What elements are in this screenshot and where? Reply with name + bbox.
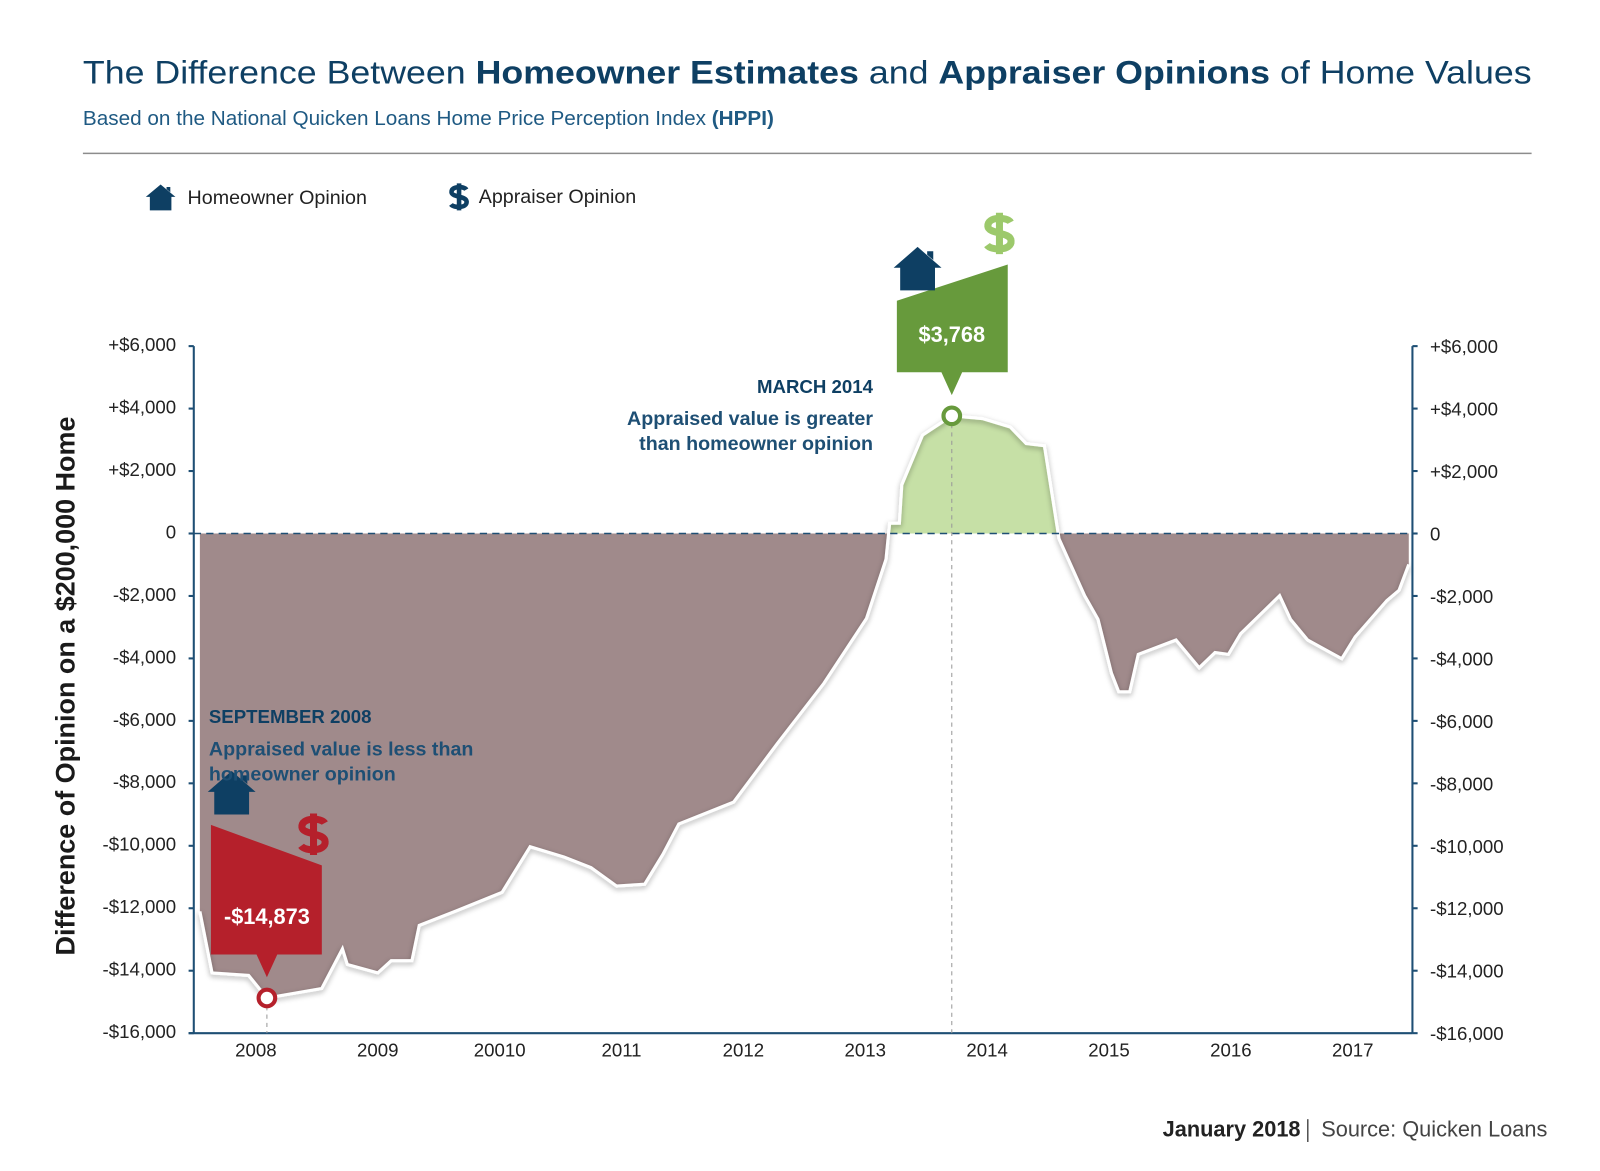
callout-icon xyxy=(893,246,942,291)
line xyxy=(198,414,1411,1000)
legend-icon xyxy=(449,183,469,211)
annotation-date: SEPTEMBER 2008 xyxy=(209,706,372,727)
y-tick-label: 0 xyxy=(166,521,176,542)
callout-icon xyxy=(298,813,329,855)
callout xyxy=(210,824,322,978)
y-tick-label: +$2,000 xyxy=(108,459,176,480)
y-tick-label: +$6,000 xyxy=(108,334,176,355)
y2-tick-label: -$12,000 xyxy=(1430,898,1504,919)
annotation-marker xyxy=(941,405,963,427)
footer-date: January 2018 xyxy=(1163,1116,1301,1141)
y-axis-label: Difference of Opinion on a $200,000 Home xyxy=(50,417,80,956)
y-tick-label: -$10,000 xyxy=(103,834,177,855)
callout-value: $3,768 xyxy=(919,322,986,347)
x-tick-label: 2009 xyxy=(357,1040,398,1061)
chart-subtitle: Based on the National Quicken Loans Home… xyxy=(83,108,774,131)
x-tick-label: 2016 xyxy=(1210,1040,1251,1061)
subtitle-part: (HPPI) xyxy=(712,108,774,131)
annotation-text: homeowner opinion xyxy=(209,763,396,785)
title-part: The Difference Between xyxy=(83,55,476,91)
subtitle-part: Based on the National Quicken Loans Home… xyxy=(83,108,712,131)
legend-label: Homeowner Opinion xyxy=(188,187,367,209)
y-tick-label: -$14,000 xyxy=(103,959,177,980)
y-tick-label: +$4,000 xyxy=(108,397,176,418)
annotation-text: Appraised value is less than xyxy=(209,739,474,761)
callout-value: -$14,873 xyxy=(224,904,310,929)
x-tick-label: 2017 xyxy=(1332,1040,1373,1061)
legend-icon xyxy=(145,184,176,211)
footer-source: Source: Quicken Loans xyxy=(1321,1116,1547,1141)
y-tick-label: -$4,000 xyxy=(113,646,176,667)
callout-icon xyxy=(207,771,256,815)
y2-tick-label: -$14,000 xyxy=(1430,961,1504,982)
annotation-marker xyxy=(256,987,278,1009)
callout-icon xyxy=(984,212,1015,255)
x-tick-label: 2013 xyxy=(845,1040,886,1061)
annotation-date: MARCH 2014 xyxy=(757,376,874,397)
x-tick-label: 2008 xyxy=(235,1040,276,1061)
x-tick-label: 2014 xyxy=(966,1040,1007,1061)
title-part: and xyxy=(859,55,938,91)
y2-tick-label: 0 xyxy=(1430,523,1440,544)
y-tick-label: -$12,000 xyxy=(103,896,177,917)
y2-tick-label: -$8,000 xyxy=(1430,773,1493,794)
x-tick-label: 2011 xyxy=(601,1040,641,1061)
x-tick-label: 20010 xyxy=(474,1040,526,1061)
y2-tick-label: -$16,000 xyxy=(1430,1023,1504,1044)
title-part: Homeowner Estimates xyxy=(476,55,859,91)
y2-tick-label: +$4,000 xyxy=(1430,399,1498,420)
x-tick-label: 2015 xyxy=(1088,1040,1129,1061)
annotation-text: than homeowner opinion xyxy=(639,433,873,455)
y-tick-label: -$6,000 xyxy=(113,709,176,730)
y2-tick-label: -$10,000 xyxy=(1430,836,1504,857)
y-tick-label: -$2,000 xyxy=(113,584,176,605)
chart-title: The Difference Between Homeowner Estimat… xyxy=(83,55,1532,91)
y2-tick-label: -$2,000 xyxy=(1430,586,1493,607)
legend-label: Appraiser Opinion xyxy=(479,186,636,208)
y2-tick-label: +$2,000 xyxy=(1430,461,1498,482)
y2-tick-label: -$6,000 xyxy=(1430,711,1493,732)
y-tick-label: -$8,000 xyxy=(113,771,176,792)
y2-tick-label: +$6,000 xyxy=(1430,336,1498,357)
y-tick-label: -$16,000 xyxy=(103,1021,177,1042)
callout xyxy=(896,264,1008,396)
title-part: of Home Values xyxy=(1270,55,1532,91)
x-tick-label: 2012 xyxy=(723,1040,764,1061)
y2-tick-label: -$4,000 xyxy=(1430,648,1493,669)
title-part: Appraiser Opinions xyxy=(938,55,1270,91)
annotation-text: Appraised value is greater xyxy=(627,408,873,430)
